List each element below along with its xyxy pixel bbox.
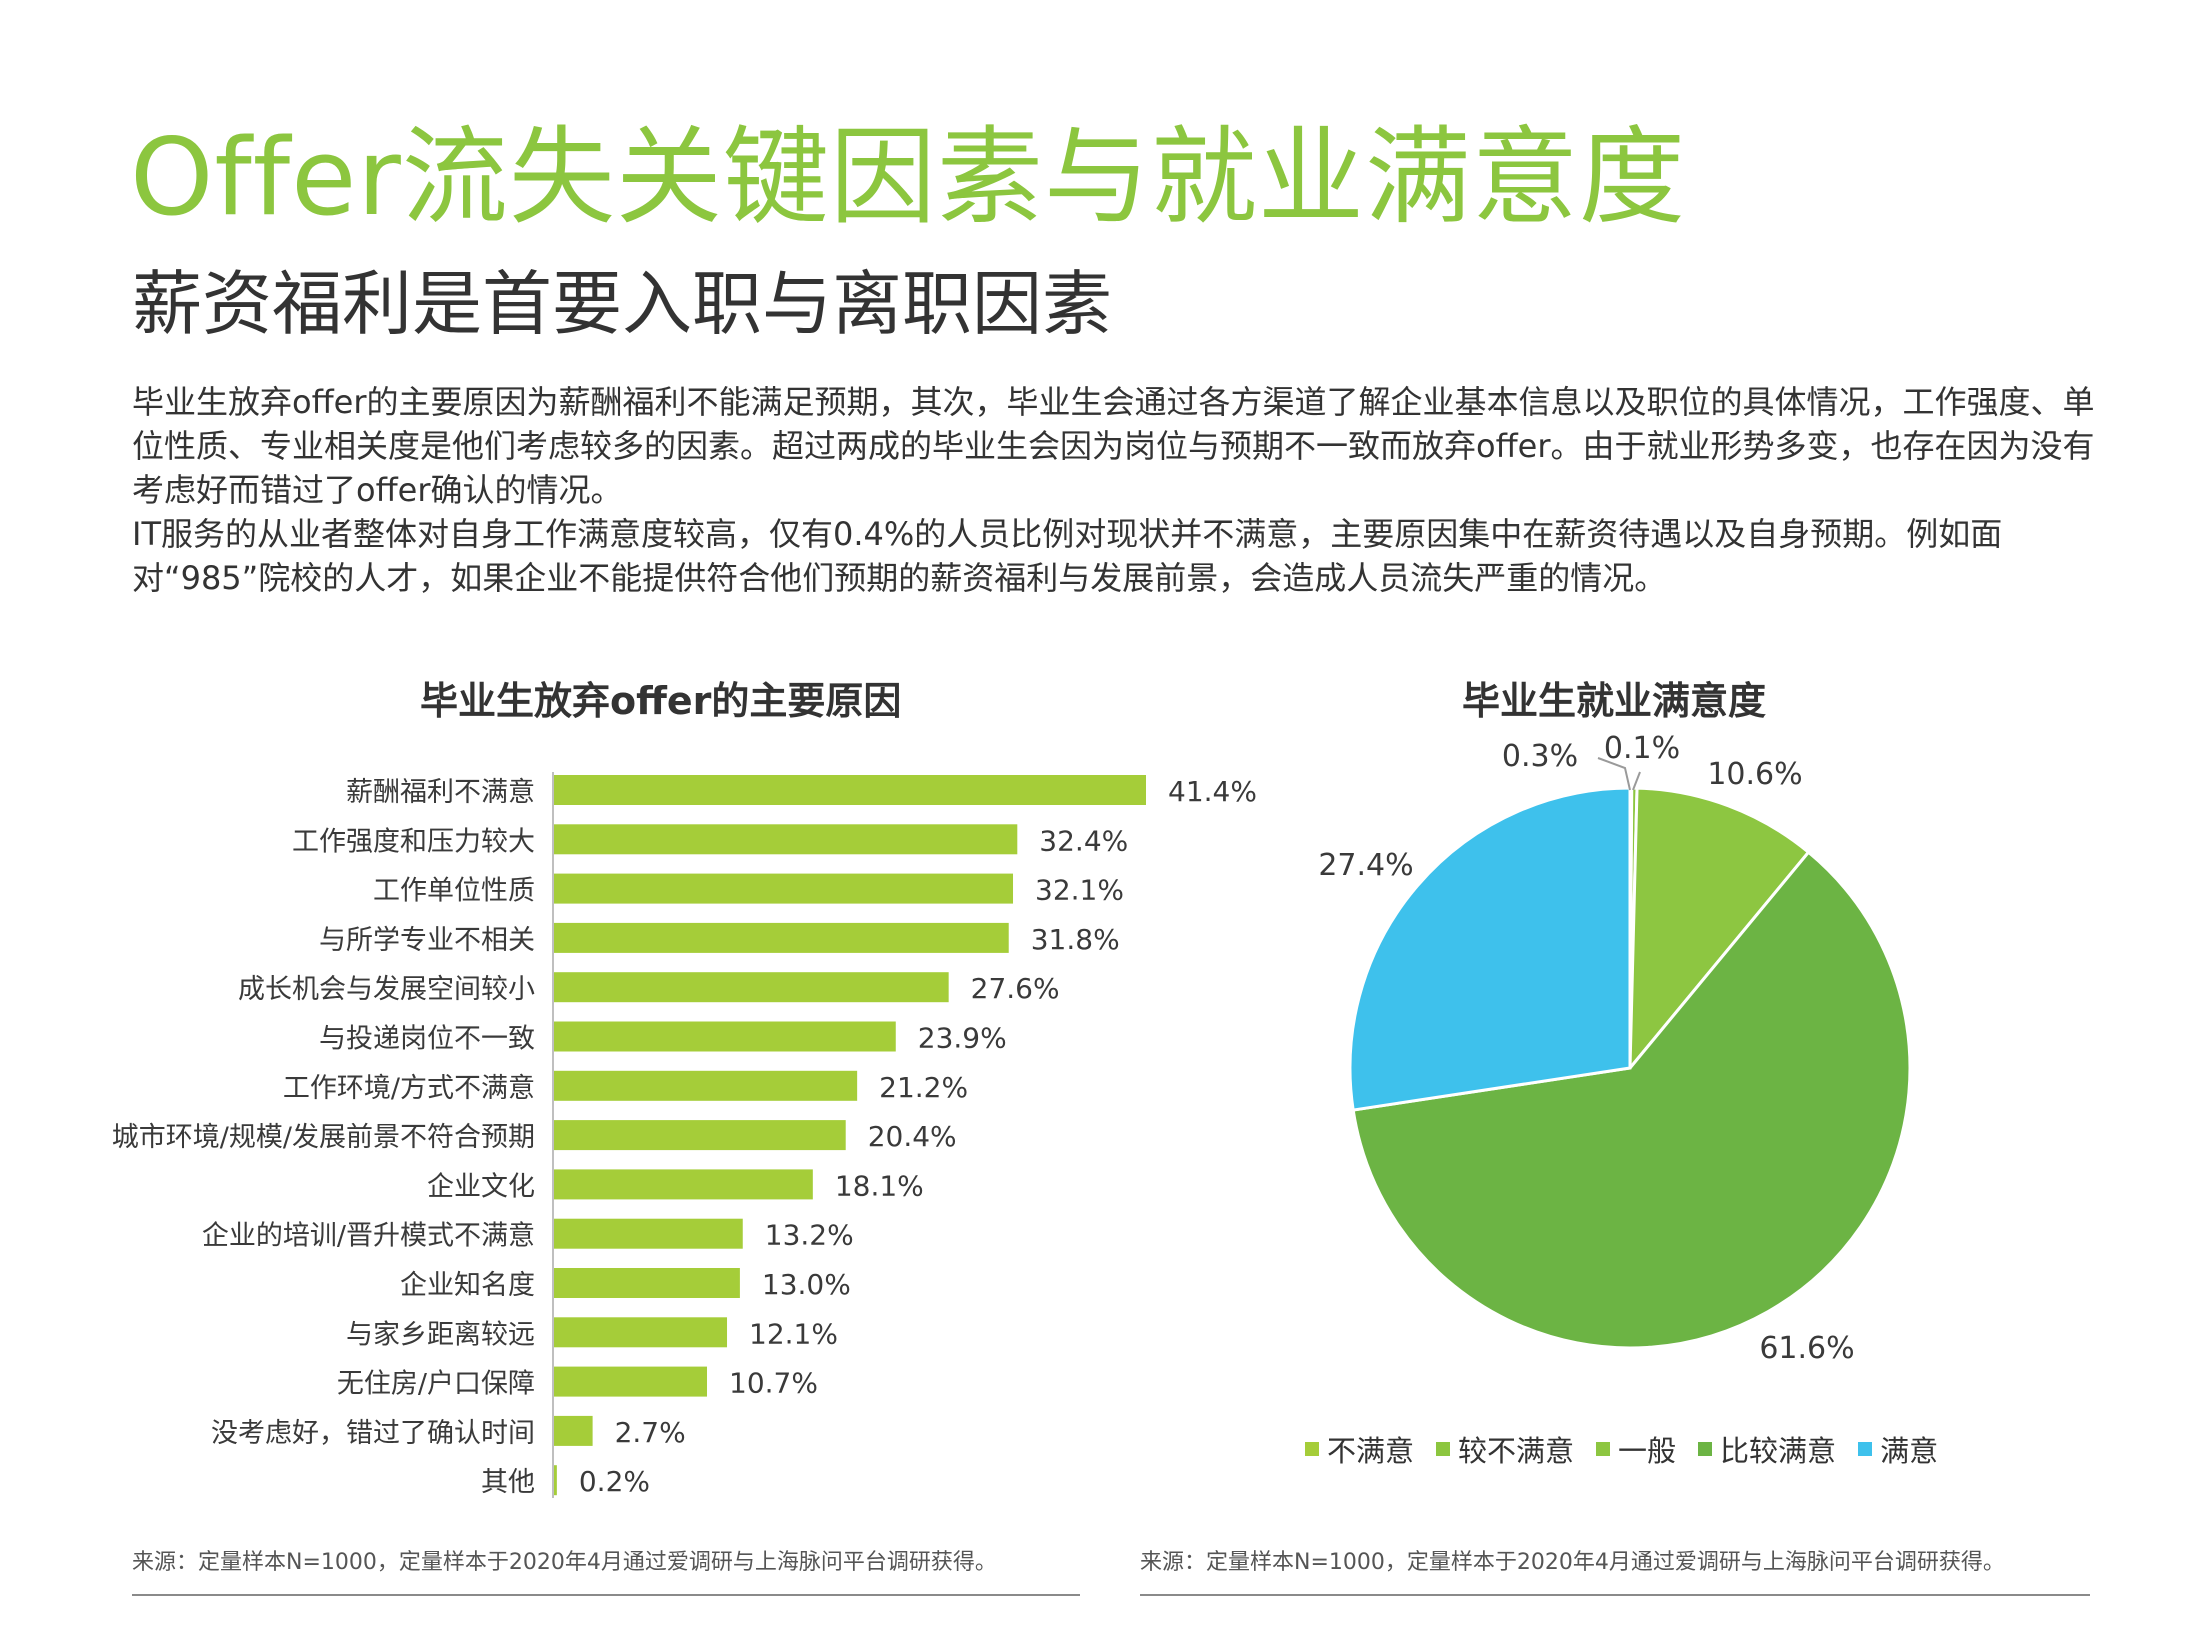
legend-item: 比较满意	[1698, 1428, 1836, 1470]
bar-value-label: 10.7%	[729, 1367, 818, 1400]
pie-value-label: 0.3%	[1502, 739, 1578, 774]
bar-value-label: 31.8%	[1031, 923, 1120, 956]
pie-slice	[1628, 786, 1811, 1073]
legend-swatch	[1698, 1442, 1713, 1456]
bar	[554, 1317, 728, 1348]
bar-category-label: 工作强度和压力较大	[292, 826, 535, 857]
pie-legend: 不满意 较不满意 一般 比较满意 满意	[1305, 1428, 1938, 1470]
pie-value-label: 61.6%	[1759, 1331, 1854, 1366]
bar-category-label: 工作单位性质	[373, 876, 535, 907]
bar	[554, 1218, 743, 1249]
bar	[554, 1268, 740, 1298]
bar-category-label: 没考虑好，错过了确认时间	[211, 1418, 535, 1449]
bar-value-label: 32.4%	[1039, 824, 1128, 857]
bar-value-label: 13.0%	[762, 1268, 851, 1301]
legend-item: 满意	[1858, 1428, 1938, 1470]
legend-label: 比较满意	[1720, 1434, 1837, 1468]
legend-label: 不满意	[1327, 1434, 1415, 1468]
bar-value-label: 21.2%	[879, 1071, 968, 1104]
source-note-right: 来源：定量样本N=1000，定量样本于2020年4月通过爱调研与上海脉问平台调研…	[1140, 1550, 2005, 1575]
body-text: 毕业生放弃offer的主要原因为薪酬福利不能满足预期，其次，毕业生会通过各方渠道…	[132, 380, 2122, 600]
bar-category-label: 成长机会与发展空间较小	[238, 974, 535, 1005]
body-paragraph: IT服务的从业者整体对自身工作满意度较高，仅有0.4%的人员比例对现状并不满意，…	[132, 515, 2003, 597]
bar-chart-title: 毕业生放弃offer的主要原因	[420, 679, 902, 723]
body-paragraph: 毕业生放弃offer的主要原因为薪酬福利不能满足预期，其次，毕业生会通过各方渠道…	[132, 383, 2095, 509]
legend-item: 一般	[1596, 1428, 1676, 1470]
source-note-left: 来源：定量样本N=1000，定量样本于2020年4月通过爱调研与上海脉问平台调研…	[132, 1550, 997, 1575]
bar	[554, 775, 1146, 805]
bar-value-label: 12.1%	[749, 1317, 838, 1350]
bar-category-label: 企业文化	[427, 1171, 535, 1202]
bar-value-label: 23.9%	[918, 1022, 1007, 1055]
pie-leader-line	[1632, 771, 1641, 791]
bar-category-label: 工作环境/方式不满意	[283, 1073, 535, 1104]
pie-chart-title: 毕业生就业满意度	[1462, 679, 1767, 723]
bar	[554, 1021, 896, 1052]
pie-slice	[1351, 850, 1912, 1350]
bar	[554, 1366, 708, 1397]
pie-leader-line	[1597, 757, 1631, 791]
legend-label: 一般	[1618, 1434, 1677, 1468]
bar-category-label: 企业的培训/晋升模式不满意	[202, 1221, 535, 1252]
pie-value-label: 10.6%	[1707, 757, 1802, 792]
bar	[554, 824, 1018, 855]
bar-category-label: 企业知名度	[400, 1270, 535, 1301]
bar-category-label: 城市环境/规模/发展前景不符合预期	[112, 1122, 535, 1153]
bar	[554, 972, 949, 1003]
bar	[554, 1120, 846, 1151]
bar	[554, 1169, 813, 1200]
bar-category-label: 薪酬福利不满意	[346, 777, 535, 808]
bar-value-label: 20.4%	[868, 1120, 957, 1153]
legend-swatch	[1596, 1442, 1611, 1456]
bar-category-label: 无住房/户口保障	[337, 1369, 535, 1400]
pie-slice	[1348, 786, 1632, 1112]
bar-value-label: 32.1%	[1035, 874, 1124, 907]
bar-value-label: 41.4%	[1168, 775, 1257, 808]
bar	[554, 1070, 858, 1101]
pie-value-label: 0.1%	[1604, 731, 1680, 766]
pie-value-label: 27.4%	[1318, 848, 1413, 883]
legend-swatch	[1436, 1442, 1451, 1456]
bar-category-label: 其他	[481, 1467, 535, 1498]
legend-swatch	[1858, 1442, 1873, 1456]
bar-category-label: 与投递岗位不一致	[319, 1024, 535, 1055]
legend-item: 不满意	[1305, 1428, 1414, 1470]
legend-swatch	[1305, 1442, 1319, 1456]
bar-category-label: 与所学专业不相关	[319, 925, 535, 956]
legend-label: 满意	[1880, 1434, 1939, 1468]
bar-value-label: 18.1%	[835, 1169, 924, 1202]
divider-line	[1140, 1594, 2090, 1596]
divider-line	[132, 1594, 1080, 1596]
bar	[554, 1415, 593, 1446]
legend-label: 较不满意	[1458, 1434, 1575, 1468]
bar	[554, 873, 1014, 904]
bar-value-label: 13.2%	[765, 1219, 854, 1252]
page-title: Offer流失关键因素与就业满意度	[130, 116, 1686, 239]
bar-value-label: 2.7%	[615, 1416, 686, 1449]
bar	[554, 922, 1009, 953]
bar	[554, 1465, 557, 1496]
page-subtitle: 薪资福利是首要入职与离职因素	[132, 263, 1112, 345]
bar-category-label: 与家乡距离较远	[346, 1319, 535, 1350]
bar-value-label: 0.2%	[579, 1465, 650, 1498]
legend-item: 较不满意	[1436, 1428, 1574, 1470]
bar-value-label: 27.6%	[971, 972, 1060, 1005]
